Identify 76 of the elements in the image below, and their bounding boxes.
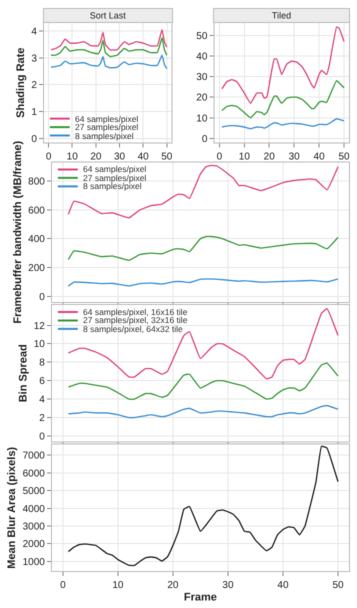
- x-tick-label: 10: [238, 152, 250, 163]
- y-tick-label: 12: [34, 320, 46, 332]
- line-series: [50, 28, 168, 51]
- y-tick-label: 7000: [22, 450, 46, 462]
- chart-title: Sort Last: [90, 10, 126, 20]
- line-series: [68, 236, 339, 261]
- y-tick-label: 200: [28, 262, 46, 274]
- y-tick-label: 400: [28, 234, 46, 246]
- y-tick-label: 0: [31, 134, 38, 145]
- y-tick-label: 3: [31, 53, 38, 64]
- y-tick-label: 10: [196, 113, 208, 124]
- y-tick-label: 2: [39, 413, 46, 424]
- line-series: [221, 26, 345, 104]
- line-series: [68, 164, 339, 218]
- y-tick-label: 8: [39, 358, 46, 369]
- line-series: [221, 118, 345, 130]
- x-tick-label: 50: [332, 580, 344, 592]
- legend-label: 8 samples/pixel: [75, 131, 134, 141]
- y-tick-label: 0: [39, 432, 46, 443]
- x-tick-label: 40: [138, 152, 150, 163]
- x-tick-label: 30: [222, 580, 234, 592]
- y-tick-label: 4: [39, 394, 46, 406]
- legend-label: 27 samples/pixel, 32x16 tile: [83, 315, 188, 325]
- line-series: [221, 80, 345, 118]
- line-series: [68, 278, 339, 287]
- y-axis-title: Framebuffer bandwidth (MB/frame): [12, 140, 24, 324]
- line-series: [68, 404, 339, 418]
- y-tick-label: 800: [28, 176, 46, 188]
- legend-label: 27 samples/pixel: [83, 173, 146, 183]
- y-tick-label: 1: [31, 107, 38, 118]
- line-series: [68, 362, 339, 400]
- x-tick-label: 40: [277, 580, 289, 592]
- y-tick-label: 0: [39, 292, 46, 303]
- line-series: [50, 37, 168, 58]
- legend-label: 8 samples/pixel: [83, 181, 142, 191]
- legend-label: 64 samples/pixel, 16x16 tile: [83, 307, 188, 317]
- y-axis-title: Mean Blur Area (pixels): [6, 446, 18, 569]
- y-tick-label: 30: [196, 72, 208, 84]
- chart-title: Tiled: [272, 10, 292, 20]
- x-tick-label: 30: [114, 152, 126, 163]
- y-axis-title: Bin Spread: [17, 344, 30, 402]
- y-tick-label: 4000: [22, 504, 46, 515]
- line-series: [50, 54, 168, 70]
- y-tick-label: 6000: [22, 468, 46, 480]
- y-tick-label: 20: [196, 92, 208, 104]
- line-series: [68, 446, 339, 566]
- y-tick-label: 5000: [22, 486, 46, 498]
- x-tick-label: 0: [216, 152, 223, 163]
- x-tick-label: 40: [314, 152, 326, 163]
- legend-label: 8 samples/pixel, 64x32 tile: [83, 324, 183, 334]
- line-series: [68, 308, 339, 380]
- x-tick-label: 0: [60, 580, 66, 592]
- x-tick-label: 50: [161, 152, 173, 163]
- y-tick-label: 0: [202, 134, 208, 145]
- y-tick-label: 600: [28, 205, 46, 216]
- x-tick-label: 10: [66, 152, 78, 163]
- x-axis-title: Frame: [184, 591, 217, 604]
- x-tick-label: 30: [288, 152, 300, 163]
- x-tick-label: 20: [264, 152, 276, 163]
- x-tick-label: 20: [167, 580, 179, 592]
- legend-label: 27 samples/pixel: [75, 122, 138, 132]
- x-tick-label: 10: [112, 580, 124, 592]
- legend-label: 64 samples/pixel: [83, 164, 146, 174]
- y-tick-label: 3000: [22, 521, 46, 532]
- y-tick-label: 6: [39, 376, 46, 388]
- y-tick-label: 2: [31, 80, 38, 92]
- legend-label: 64 samples/pixel: [75, 114, 138, 124]
- x-tick-label: 20: [90, 152, 102, 163]
- y-axis-title: Shading Rate: [14, 48, 27, 118]
- y-tick-label: 1000: [22, 556, 46, 568]
- y-tick-label: 40: [196, 51, 208, 62]
- y-tick-label: 10: [34, 339, 46, 350]
- y-tick-label: 4: [31, 26, 38, 38]
- y-tick-label: 50: [196, 30, 208, 42]
- y-tick-label: 2000: [22, 539, 46, 550]
- x-tick-label: 50: [338, 152, 350, 163]
